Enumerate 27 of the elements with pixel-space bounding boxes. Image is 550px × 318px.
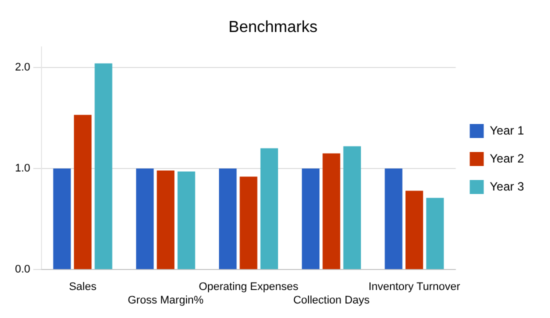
x-tick-label: Sales xyxy=(68,281,97,294)
y-tick-label: 2.0 xyxy=(14,61,30,74)
bar xyxy=(405,190,424,270)
bar xyxy=(136,168,154,270)
bar xyxy=(260,148,278,270)
x-tick-label: Collection Days xyxy=(293,294,370,306)
x-tick-label: Inventory Turnover xyxy=(368,281,460,294)
x-tick-label: Gross Margin% xyxy=(128,294,204,306)
legend-label: Year 2 xyxy=(490,151,524,166)
bar xyxy=(94,63,112,270)
bar xyxy=(74,114,92,270)
legend-label: Year 1 xyxy=(490,123,524,138)
legend-label: Year 3 xyxy=(490,179,524,194)
bar xyxy=(53,168,71,270)
bar xyxy=(343,146,361,270)
x-tick-label: Operating Expenses xyxy=(198,281,299,294)
chart-title: Benchmarks xyxy=(228,19,318,36)
bar xyxy=(156,170,174,270)
y-tick-label: 1.0 xyxy=(14,162,30,175)
bar xyxy=(384,168,402,270)
y-tick-label: 0.0 xyxy=(14,264,30,276)
bar xyxy=(426,198,444,270)
bar xyxy=(218,168,237,270)
bar xyxy=(178,172,196,270)
bar xyxy=(302,168,320,270)
bar xyxy=(240,176,258,270)
bar xyxy=(322,153,340,270)
